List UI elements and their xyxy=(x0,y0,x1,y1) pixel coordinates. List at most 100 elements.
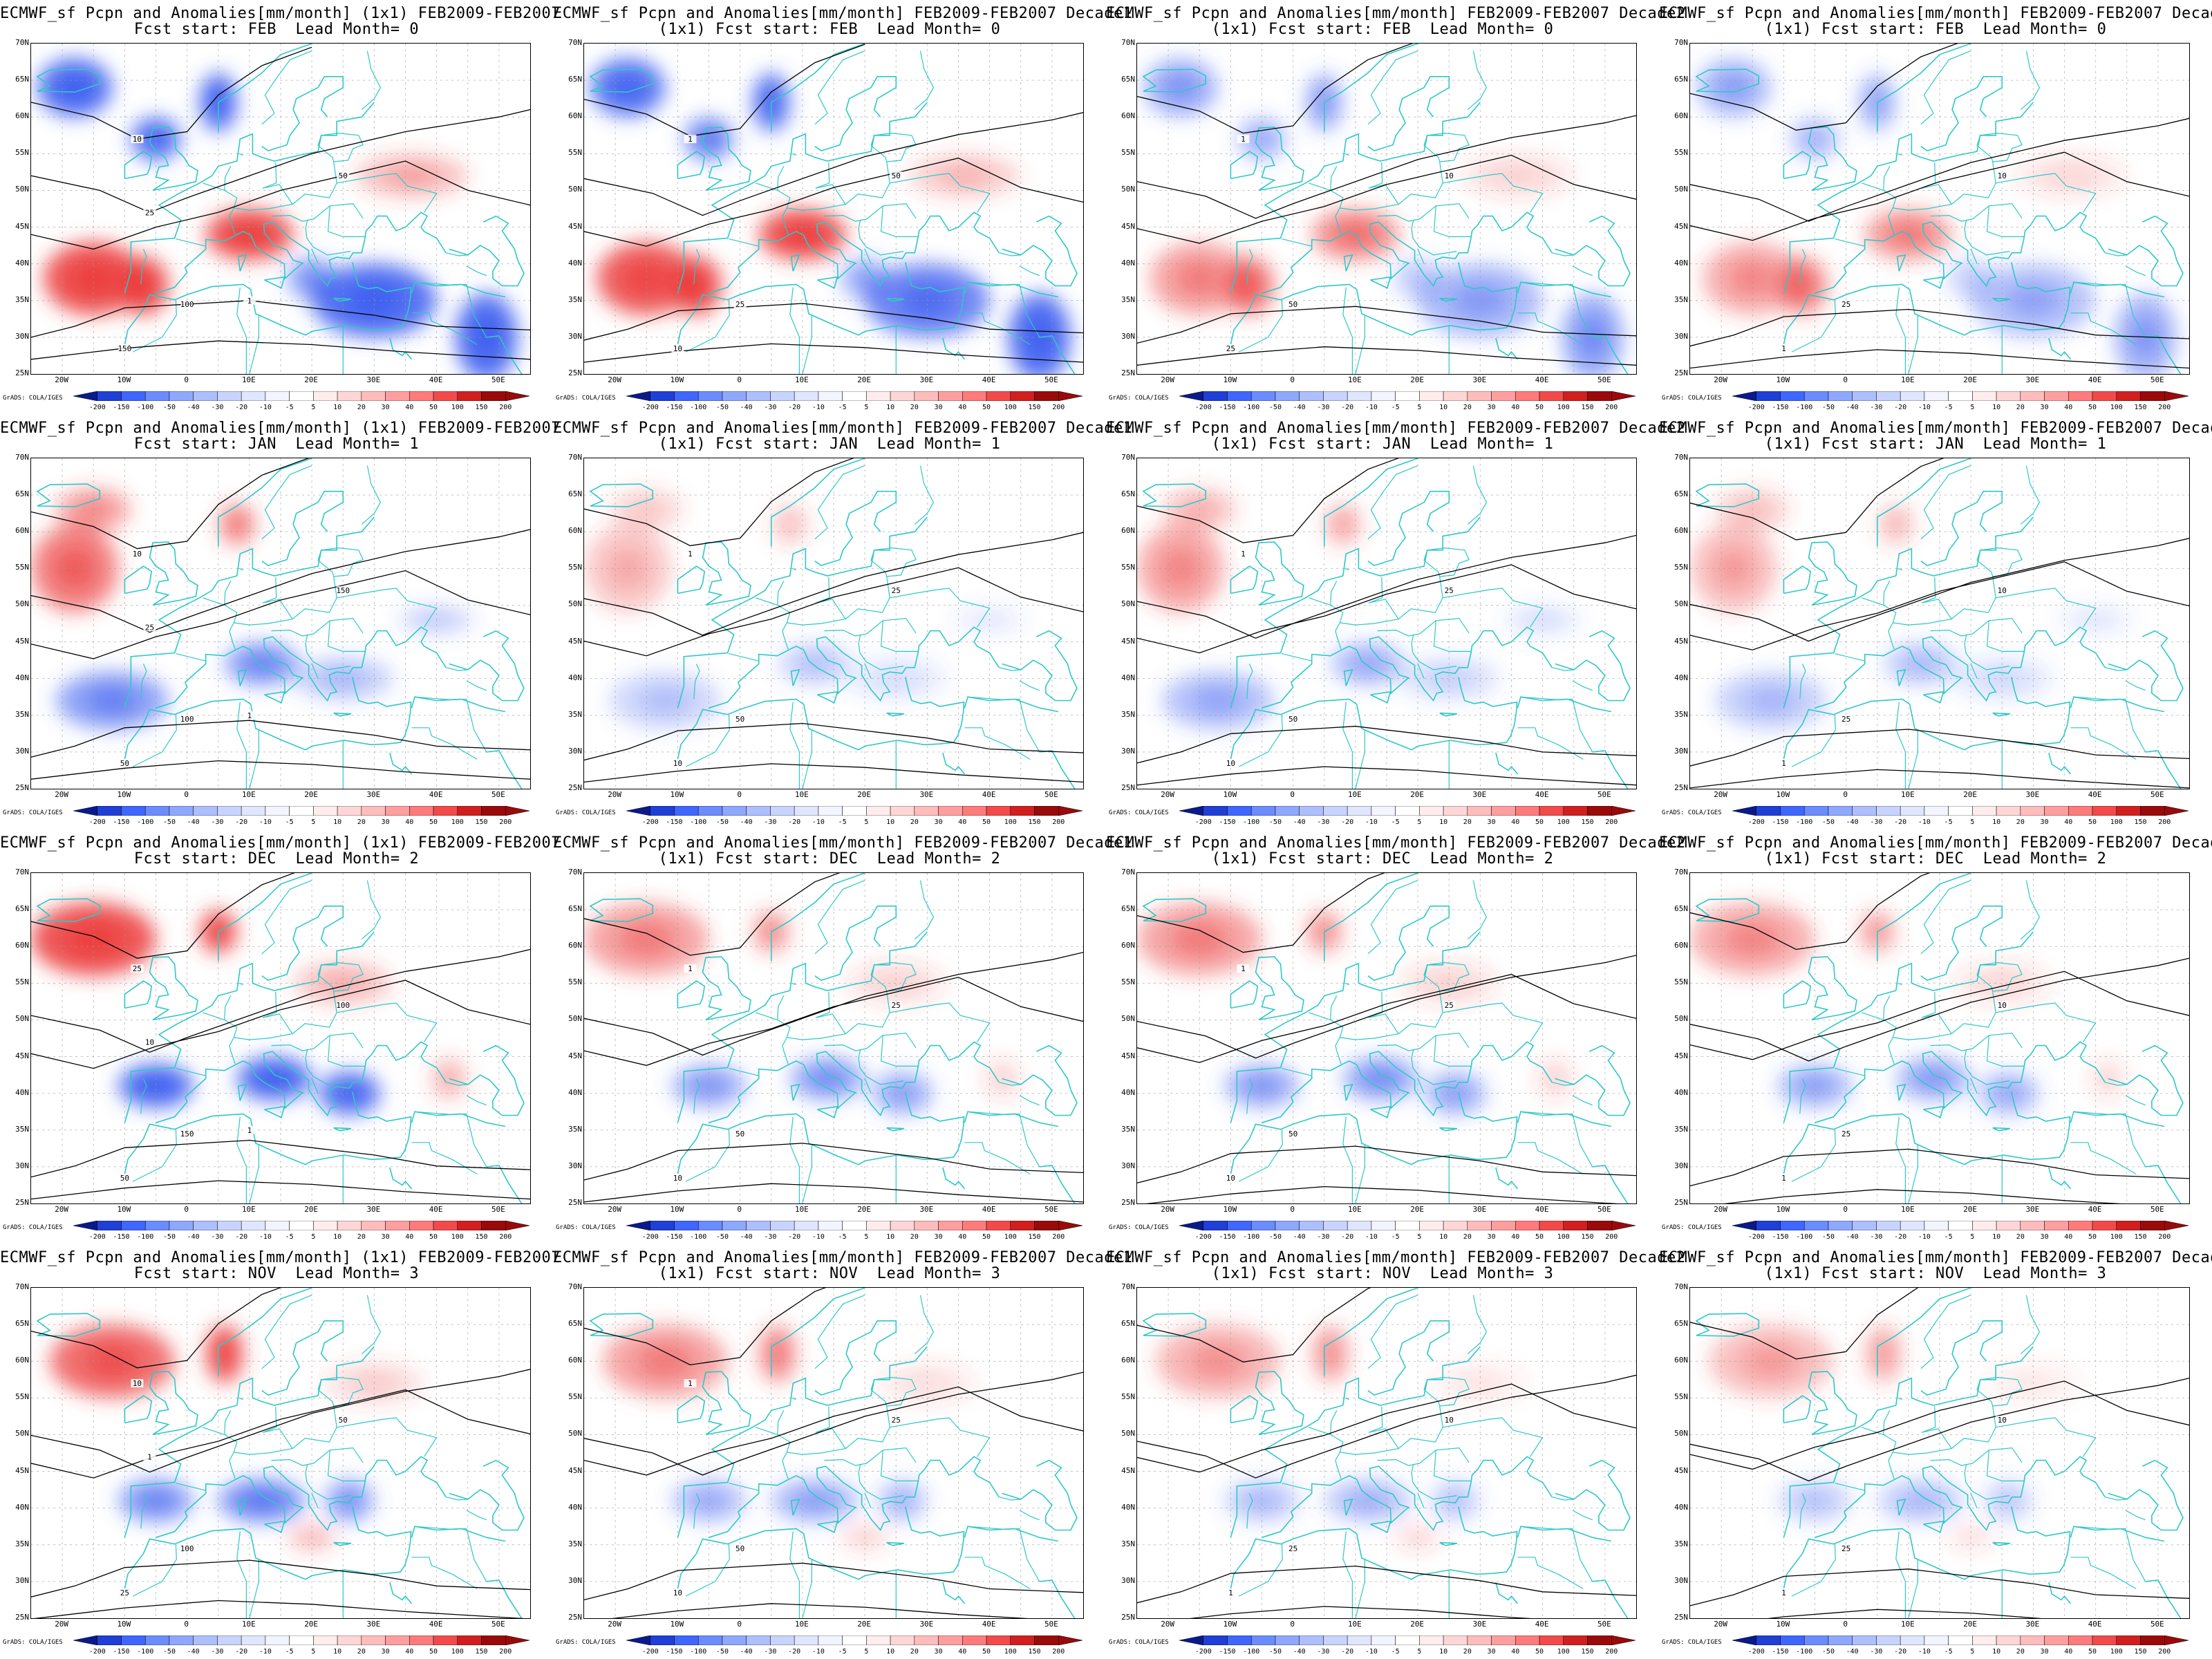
color-bar-segment xyxy=(2092,1635,2117,1645)
climatology-contour xyxy=(584,343,1083,363)
negative-anomaly-core xyxy=(242,1490,282,1511)
contour-label-bg xyxy=(890,586,903,595)
border xyxy=(967,1526,1040,1582)
climatology-contour xyxy=(1723,1189,2122,1203)
contour-label-bg xyxy=(1286,715,1300,724)
color-bar-segment xyxy=(481,1221,506,1230)
climatology-contour xyxy=(31,980,530,1069)
color-bar-label: 10 xyxy=(333,1648,342,1656)
coastline xyxy=(1039,1164,1076,1203)
color-bar-segment xyxy=(818,1635,843,1645)
coastline xyxy=(1367,76,1450,151)
latitude-label: 35N xyxy=(1674,1539,1688,1548)
border xyxy=(2073,1111,2146,1168)
coastline xyxy=(1439,297,1458,302)
latitude-label: 55N xyxy=(1674,148,1688,158)
coastline xyxy=(2145,749,2182,789)
coastline xyxy=(709,1041,1000,1123)
color-bar-segment xyxy=(217,1635,242,1645)
climatology-contour xyxy=(1137,973,1636,1063)
coastline xyxy=(814,1320,897,1396)
contour-label-bg xyxy=(1996,586,2009,595)
longitude-label: 20W xyxy=(1714,790,1728,799)
longitude-label: 20E xyxy=(1410,1620,1425,1629)
contour-label: 25 xyxy=(892,1416,901,1425)
color-bar-segment xyxy=(1419,391,1444,401)
coastline xyxy=(237,254,247,272)
climatology-contour xyxy=(31,1180,530,1200)
color-bar xyxy=(626,391,1082,401)
coastline xyxy=(1142,483,1207,507)
climatology-contour xyxy=(1690,44,1958,131)
contour-label-bg xyxy=(1443,1416,1456,1425)
contour-label-bg xyxy=(143,623,156,632)
color-bar-segment xyxy=(1972,1221,1997,1230)
color-bar-segment xyxy=(289,391,314,401)
climatology-contour xyxy=(1189,1606,1533,1618)
color-bar-segment xyxy=(144,1635,170,1645)
border xyxy=(466,680,487,691)
color-bar-label: 100 xyxy=(1557,1233,1570,1241)
contour-label: 25 xyxy=(120,1588,129,1597)
longitude-label: 10W xyxy=(117,375,131,384)
color-bar-label: -100 xyxy=(690,1648,707,1656)
color-bar-segment xyxy=(842,806,867,816)
color-bar-label: 50 xyxy=(982,1233,991,1241)
color-bar-label: 20 xyxy=(1463,404,1472,411)
map-panel: ECMWF_sf Pcpn and Anomalies[mm/month] FE… xyxy=(1659,415,2212,830)
negative-anomaly-core xyxy=(692,1490,726,1511)
climatology-contour xyxy=(1690,561,2189,650)
coastline xyxy=(333,1541,352,1546)
color-bar-segment xyxy=(1924,1221,1949,1230)
longitude-label: 10E xyxy=(241,1205,256,1214)
color-bar-label: 50 xyxy=(1535,404,1544,411)
border xyxy=(1330,1410,1338,1435)
coastline xyxy=(156,1041,447,1123)
contour-label-bg xyxy=(1224,1173,1237,1182)
longitude-label: 20W xyxy=(55,375,69,384)
contour-label: 1 xyxy=(1228,1588,1233,1597)
border xyxy=(2105,1082,2127,1086)
color-bar-label: -50 xyxy=(1821,404,1835,411)
color-bar-segment xyxy=(2044,1635,2069,1645)
positive-anomaly-core xyxy=(637,1344,693,1378)
border xyxy=(1342,1116,1353,1203)
border xyxy=(1920,880,1971,955)
longitude-label: 10W xyxy=(1223,790,1237,799)
longitude-label: 20W xyxy=(1161,1620,1175,1629)
latitude-label: 50N xyxy=(1674,1429,1688,1438)
panel-title: ECMWF_sf Pcpn and Anomalies[mm/month] FE… xyxy=(553,834,1133,852)
coastline xyxy=(942,1582,966,1604)
coastline xyxy=(1815,1456,2106,1538)
color-bar-label: 10 xyxy=(1992,818,2001,826)
border xyxy=(1417,1078,1425,1094)
latitude-label: 35N xyxy=(568,1124,582,1134)
color-bar-segment xyxy=(121,391,146,401)
map-panel: ECMWF_sf Pcpn and Anomalies[mm/month] FE… xyxy=(1106,1244,1685,1659)
color-bar-segment xyxy=(1250,1221,1276,1230)
border xyxy=(236,1116,247,1203)
latitude-label: 50N xyxy=(568,599,582,609)
color-bar-label: 200 xyxy=(1052,1233,1065,1241)
color-bar-segment xyxy=(1876,806,1901,816)
latitude-label: 55N xyxy=(15,563,29,572)
border xyxy=(814,465,865,540)
color-bar-label: -10 xyxy=(259,1233,272,1241)
color-bar-label: 40 xyxy=(958,818,967,826)
color-bar-label: -50 xyxy=(162,818,176,826)
color-bar-label: -5 xyxy=(1944,1648,1953,1656)
color-bar-label: 5 xyxy=(1417,818,1422,826)
color-bar-label: -10 xyxy=(1365,1233,1378,1241)
color-bar-label: 40 xyxy=(1511,1648,1520,1656)
map-frame: 100 50 150 10 25 1 xyxy=(30,43,531,375)
border xyxy=(140,664,147,700)
color-bar-label: -5 xyxy=(1391,818,1400,826)
border xyxy=(311,1493,319,1508)
longitude-label: 30E xyxy=(2025,1620,2040,1629)
border xyxy=(2070,727,2137,760)
contour-label: 10 xyxy=(673,344,682,353)
longitude-label: 10E xyxy=(794,1620,809,1629)
climatology-contour xyxy=(31,529,530,633)
longitude-label: 30E xyxy=(919,790,934,799)
border xyxy=(1572,680,1593,691)
